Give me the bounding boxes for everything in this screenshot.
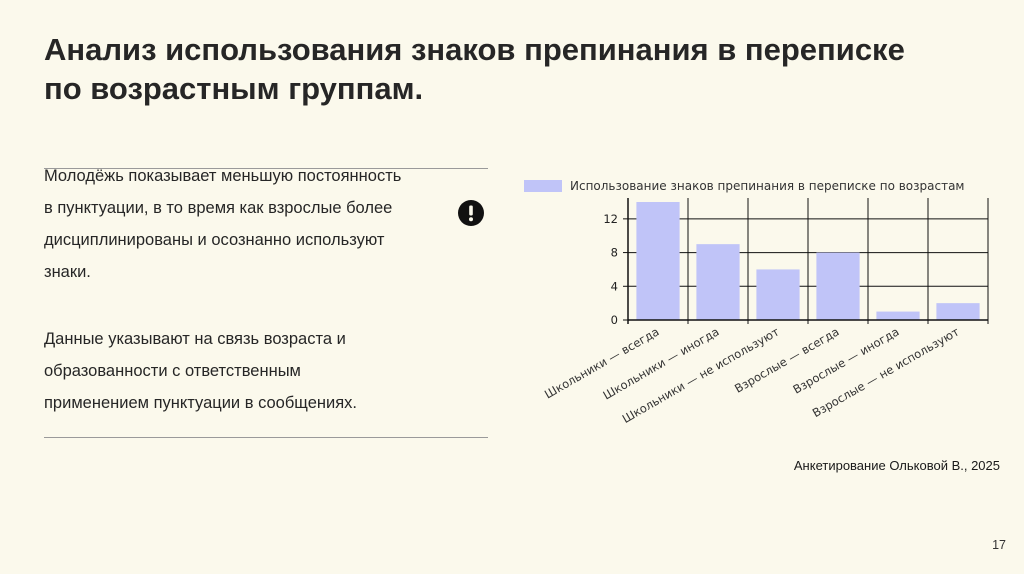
bar-chart-svg: Использование знаков препинания в перепи… (524, 179, 989, 426)
y-tick-label: 12 (603, 212, 618, 226)
y-tick-label: 4 (611, 279, 618, 293)
exclamation-circle-icon (458, 200, 484, 226)
paragraph-line: образованности с ответственным (44, 362, 301, 380)
bar (636, 202, 680, 320)
bar (876, 311, 920, 320)
paragraph-line: знаки. (44, 263, 91, 281)
bar (696, 244, 740, 320)
divider-top (44, 168, 488, 169)
paragraph-line: дисциплинированы и осознанно используют (44, 231, 385, 249)
x-tick-label: Взрослые — всегда (732, 324, 841, 395)
paragraph-age-education: Данные указывают на связь возраста и обр… (44, 323, 464, 419)
paragraph-line: применением пунктуации в сообщениях. (44, 394, 357, 412)
paragraph-line: в пунктуации, в то время как взрослые бо… (44, 199, 393, 217)
source-note: Анкетирование Ольковой В., 2025 (793, 458, 1000, 473)
y-tick-label: 8 (611, 246, 618, 260)
x-tick-label: Взрослые — иногда (791, 324, 902, 396)
y-tick-label: 0 (611, 313, 618, 327)
paragraph-line: Данные указывают на связь возраста и (44, 330, 346, 348)
paragraph-line: Молодёжь показывает меньшую постоянность (44, 167, 402, 185)
legend-label: Использование знаков препинания в перепи… (570, 179, 964, 193)
slide-title: Анализ использования знаков препинания в… (44, 32, 905, 106)
bar (816, 252, 860, 320)
legend-swatch (524, 180, 562, 192)
bar (936, 303, 980, 320)
page-number: 17 (992, 538, 1006, 552)
bar-chart: Использование знаков препинания в перепи… (510, 168, 990, 468)
divider-bottom (44, 437, 488, 438)
paragraph-youth: Молодёжь показывает меньшую постоянность… (44, 160, 464, 288)
bar (756, 269, 800, 320)
